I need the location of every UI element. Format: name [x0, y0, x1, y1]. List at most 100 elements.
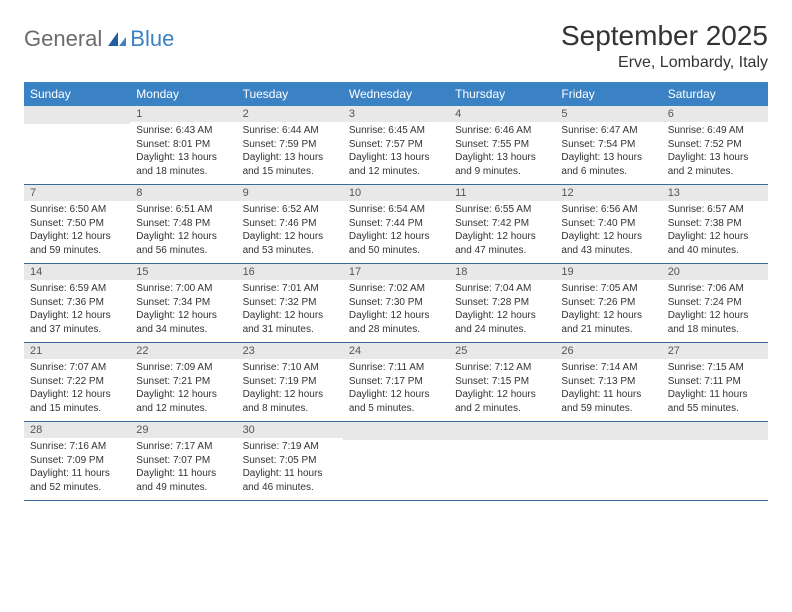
daylight-text: Daylight: 12 hours and 56 minutes.	[136, 230, 230, 257]
day-body: Sunrise: 6:59 AMSunset: 7:36 PMDaylight:…	[24, 280, 130, 340]
sunrise-text: Sunrise: 6:43 AM	[136, 124, 230, 138]
day-number: 21	[24, 343, 130, 359]
day-number: 22	[130, 343, 236, 359]
weekday-header: Wednesday	[343, 82, 449, 106]
sunset-text: Sunset: 7:46 PM	[243, 217, 337, 231]
sunrise-text: Sunrise: 6:45 AM	[349, 124, 443, 138]
daylight-text: Daylight: 12 hours and 59 minutes.	[30, 230, 124, 257]
sunset-text: Sunset: 7:11 PM	[668, 375, 762, 389]
daylight-text: Daylight: 12 hours and 8 minutes.	[243, 388, 337, 415]
day-cell: 18Sunrise: 7:04 AMSunset: 7:28 PMDayligh…	[449, 264, 555, 342]
day-cell: 4Sunrise: 6:46 AMSunset: 7:55 PMDaylight…	[449, 106, 555, 184]
day-body: Sunrise: 7:11 AMSunset: 7:17 PMDaylight:…	[343, 359, 449, 419]
month-title: September 2025	[561, 20, 768, 52]
sunset-text: Sunset: 7:17 PM	[349, 375, 443, 389]
sunrise-text: Sunrise: 6:57 AM	[668, 203, 762, 217]
sunset-text: Sunset: 7:22 PM	[30, 375, 124, 389]
daylight-text: Daylight: 13 hours and 9 minutes.	[455, 151, 549, 178]
day-body: Sunrise: 7:12 AMSunset: 7:15 PMDaylight:…	[449, 359, 555, 419]
day-cell: 17Sunrise: 7:02 AMSunset: 7:30 PMDayligh…	[343, 264, 449, 342]
day-cell: 10Sunrise: 6:54 AMSunset: 7:44 PMDayligh…	[343, 185, 449, 263]
sunrise-text: Sunrise: 7:16 AM	[30, 440, 124, 454]
day-body: Sunrise: 7:15 AMSunset: 7:11 PMDaylight:…	[662, 359, 768, 419]
day-number: 18	[449, 264, 555, 280]
day-cell: 15Sunrise: 7:00 AMSunset: 7:34 PMDayligh…	[130, 264, 236, 342]
daylight-text: Daylight: 12 hours and 37 minutes.	[30, 309, 124, 336]
sunrise-text: Sunrise: 7:09 AM	[136, 361, 230, 375]
weekday-header: Monday	[130, 82, 236, 106]
daylight-text: Daylight: 11 hours and 55 minutes.	[668, 388, 762, 415]
day-body: Sunrise: 7:06 AMSunset: 7:24 PMDaylight:…	[662, 280, 768, 340]
sunset-text: Sunset: 7:07 PM	[136, 454, 230, 468]
day-number: 5	[555, 106, 661, 122]
sunrise-text: Sunrise: 7:01 AM	[243, 282, 337, 296]
day-number: 11	[449, 185, 555, 201]
day-cell	[343, 422, 449, 500]
sunrise-text: Sunrise: 7:00 AM	[136, 282, 230, 296]
sunset-text: Sunset: 7:44 PM	[349, 217, 443, 231]
sunset-text: Sunset: 7:55 PM	[455, 138, 549, 152]
weekday-header-row: SundayMondayTuesdayWednesdayThursdayFrid…	[24, 82, 768, 106]
day-number-empty	[343, 422, 449, 440]
day-body: Sunrise: 7:16 AMSunset: 7:09 PMDaylight:…	[24, 438, 130, 498]
daylight-text: Daylight: 11 hours and 52 minutes.	[30, 467, 124, 494]
sunrise-text: Sunrise: 7:05 AM	[561, 282, 655, 296]
day-number: 3	[343, 106, 449, 122]
calendar-grid: SundayMondayTuesdayWednesdayThursdayFrid…	[24, 82, 768, 501]
daylight-text: Daylight: 12 hours and 47 minutes.	[455, 230, 549, 257]
weekday-header: Saturday	[662, 82, 768, 106]
day-number: 15	[130, 264, 236, 280]
daylight-text: Daylight: 12 hours and 40 minutes.	[668, 230, 762, 257]
day-cell: 9Sunrise: 6:52 AMSunset: 7:46 PMDaylight…	[237, 185, 343, 263]
logo-text-general: General	[24, 26, 102, 52]
sunrise-text: Sunrise: 6:51 AM	[136, 203, 230, 217]
day-number: 9	[237, 185, 343, 201]
sunrise-text: Sunrise: 7:17 AM	[136, 440, 230, 454]
day-body: Sunrise: 6:50 AMSunset: 7:50 PMDaylight:…	[24, 201, 130, 261]
daylight-text: Daylight: 12 hours and 24 minutes.	[455, 309, 549, 336]
day-cell	[24, 106, 130, 184]
day-cell: 30Sunrise: 7:19 AMSunset: 7:05 PMDayligh…	[237, 422, 343, 500]
day-body: Sunrise: 7:04 AMSunset: 7:28 PMDaylight:…	[449, 280, 555, 340]
sunset-text: Sunset: 7:15 PM	[455, 375, 549, 389]
day-cell: 13Sunrise: 6:57 AMSunset: 7:38 PMDayligh…	[662, 185, 768, 263]
day-body: Sunrise: 7:07 AMSunset: 7:22 PMDaylight:…	[24, 359, 130, 419]
day-number: 16	[237, 264, 343, 280]
day-cell: 12Sunrise: 6:56 AMSunset: 7:40 PMDayligh…	[555, 185, 661, 263]
daylight-text: Daylight: 13 hours and 6 minutes.	[561, 151, 655, 178]
sunrise-text: Sunrise: 7:12 AM	[455, 361, 549, 375]
week-row: 21Sunrise: 7:07 AMSunset: 7:22 PMDayligh…	[24, 343, 768, 422]
sunset-text: Sunset: 7:26 PM	[561, 296, 655, 310]
day-number-empty	[449, 422, 555, 440]
weeks-container: 1Sunrise: 6:43 AMSunset: 8:01 PMDaylight…	[24, 106, 768, 501]
day-body: Sunrise: 6:55 AMSunset: 7:42 PMDaylight:…	[449, 201, 555, 261]
daylight-text: Daylight: 12 hours and 50 minutes.	[349, 230, 443, 257]
sunset-text: Sunset: 7:28 PM	[455, 296, 549, 310]
sunset-text: Sunset: 7:50 PM	[30, 217, 124, 231]
sunset-text: Sunset: 7:36 PM	[30, 296, 124, 310]
sunrise-text: Sunrise: 7:02 AM	[349, 282, 443, 296]
day-cell	[555, 422, 661, 500]
sunset-text: Sunset: 7:42 PM	[455, 217, 549, 231]
sunset-text: Sunset: 7:57 PM	[349, 138, 443, 152]
sunrise-text: Sunrise: 7:10 AM	[243, 361, 337, 375]
day-body: Sunrise: 6:51 AMSunset: 7:48 PMDaylight:…	[130, 201, 236, 261]
daylight-text: Daylight: 11 hours and 59 minutes.	[561, 388, 655, 415]
week-row: 28Sunrise: 7:16 AMSunset: 7:09 PMDayligh…	[24, 422, 768, 501]
day-body: Sunrise: 7:14 AMSunset: 7:13 PMDaylight:…	[555, 359, 661, 419]
weekday-header: Tuesday	[237, 82, 343, 106]
sunset-text: Sunset: 7:21 PM	[136, 375, 230, 389]
page-header: General Blue September 2025 Erve, Lombar…	[24, 20, 768, 72]
day-body: Sunrise: 7:01 AMSunset: 7:32 PMDaylight:…	[237, 280, 343, 340]
day-body: Sunrise: 7:09 AMSunset: 7:21 PMDaylight:…	[130, 359, 236, 419]
day-number: 27	[662, 343, 768, 359]
daylight-text: Daylight: 13 hours and 18 minutes.	[136, 151, 230, 178]
daylight-text: Daylight: 11 hours and 46 minutes.	[243, 467, 337, 494]
location-subtitle: Erve, Lombardy, Italy	[561, 54, 768, 72]
day-cell: 22Sunrise: 7:09 AMSunset: 7:21 PMDayligh…	[130, 343, 236, 421]
sunrise-text: Sunrise: 7:04 AM	[455, 282, 549, 296]
sunset-text: Sunset: 7:13 PM	[561, 375, 655, 389]
sunrise-text: Sunrise: 6:55 AM	[455, 203, 549, 217]
day-cell: 19Sunrise: 7:05 AMSunset: 7:26 PMDayligh…	[555, 264, 661, 342]
weekday-header: Friday	[555, 82, 661, 106]
